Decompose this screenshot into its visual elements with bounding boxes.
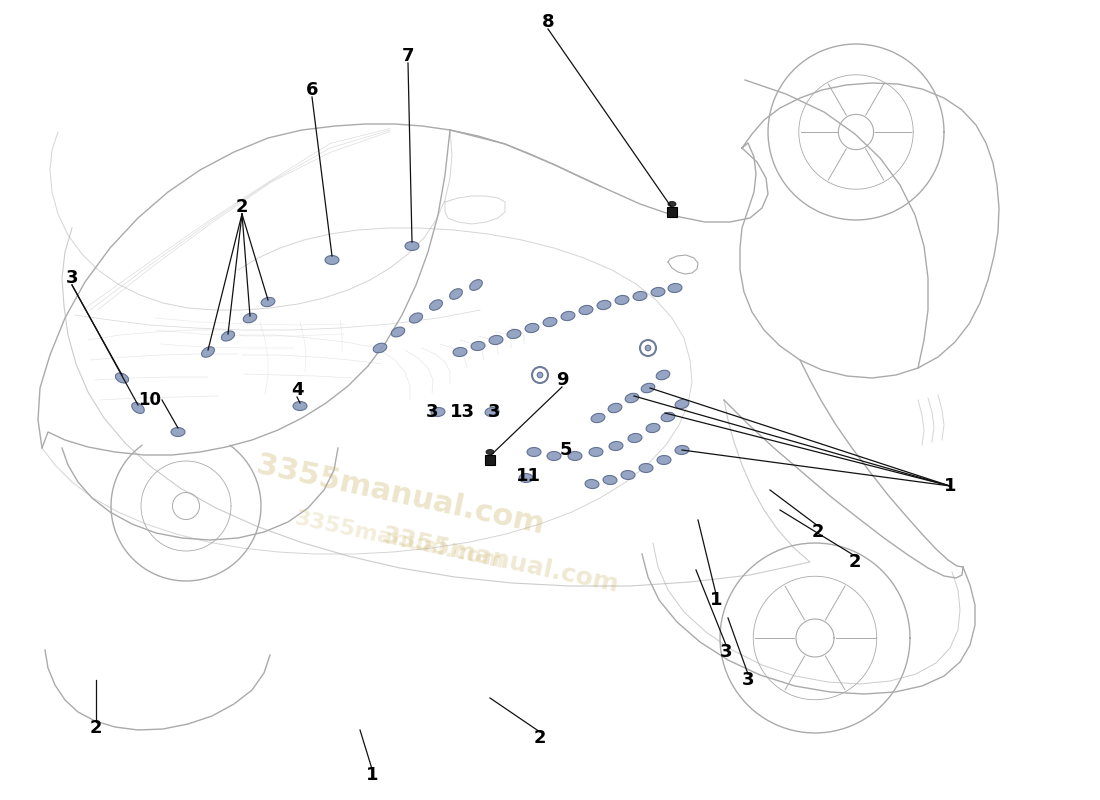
Text: 3: 3 [741,671,755,689]
Ellipse shape [621,470,635,479]
Ellipse shape [507,330,521,338]
Text: 11: 11 [516,467,540,485]
Ellipse shape [293,402,307,410]
Ellipse shape [646,423,660,433]
Ellipse shape [170,427,185,437]
Ellipse shape [405,242,419,250]
Text: 3355manual.com: 3355manual.com [379,523,620,597]
Text: 2: 2 [90,719,102,737]
Ellipse shape [490,335,503,345]
Ellipse shape [561,311,575,321]
Ellipse shape [431,407,446,417]
Ellipse shape [615,295,629,305]
Ellipse shape [543,318,557,326]
Ellipse shape [597,301,611,310]
Ellipse shape [657,370,670,380]
Circle shape [537,372,542,378]
Ellipse shape [651,287,666,297]
Ellipse shape [588,447,603,457]
Ellipse shape [579,306,593,314]
Ellipse shape [409,313,422,323]
Ellipse shape [641,383,654,393]
Text: 1: 1 [365,766,378,784]
Ellipse shape [608,403,622,413]
Ellipse shape [470,279,482,290]
Ellipse shape [201,346,214,358]
Ellipse shape [639,463,653,473]
Ellipse shape [373,343,387,353]
Ellipse shape [547,451,561,461]
Ellipse shape [591,414,605,422]
Ellipse shape [471,342,485,350]
Text: 8: 8 [541,13,554,31]
Ellipse shape [661,412,675,422]
Ellipse shape [568,451,582,461]
Ellipse shape [324,255,339,265]
Text: 10: 10 [139,391,162,409]
Text: 3: 3 [66,269,78,287]
Bar [485,455,495,465]
Text: 2: 2 [534,729,547,747]
Ellipse shape [609,442,623,450]
Ellipse shape [116,373,129,383]
Ellipse shape [486,450,494,454]
Ellipse shape [519,474,534,482]
Ellipse shape [453,347,468,357]
Text: 3: 3 [719,643,733,661]
Text: 7: 7 [402,47,415,65]
Text: 3355manual.com: 3355manual.com [293,508,507,572]
Text: 3: 3 [487,403,500,421]
Ellipse shape [675,446,689,454]
Text: 1: 1 [944,477,956,495]
Text: 9: 9 [556,371,569,389]
Ellipse shape [429,300,442,310]
Ellipse shape [628,434,642,442]
Ellipse shape [525,323,539,333]
Ellipse shape [485,407,499,417]
Ellipse shape [132,402,144,414]
Ellipse shape [603,475,617,485]
Ellipse shape [527,447,541,457]
Text: 13: 13 [450,403,474,421]
Ellipse shape [632,291,647,301]
Text: 3: 3 [426,403,438,421]
Ellipse shape [668,283,682,293]
Ellipse shape [450,289,462,299]
Text: 2: 2 [849,553,861,571]
Ellipse shape [657,455,671,465]
Text: 5: 5 [560,441,572,459]
Ellipse shape [392,327,405,337]
Ellipse shape [243,314,256,322]
Bar [667,207,676,217]
Ellipse shape [625,394,639,402]
Ellipse shape [668,202,676,206]
Ellipse shape [221,331,234,341]
Text: 6: 6 [306,81,318,99]
Text: 2: 2 [812,523,824,541]
Circle shape [646,346,651,350]
Ellipse shape [675,399,689,409]
Text: 3355manual.com: 3355manual.com [253,450,547,540]
Ellipse shape [261,298,275,306]
Text: 1: 1 [710,591,723,609]
Text: 4: 4 [290,381,304,399]
Text: 2: 2 [235,198,249,216]
Ellipse shape [585,479,600,489]
